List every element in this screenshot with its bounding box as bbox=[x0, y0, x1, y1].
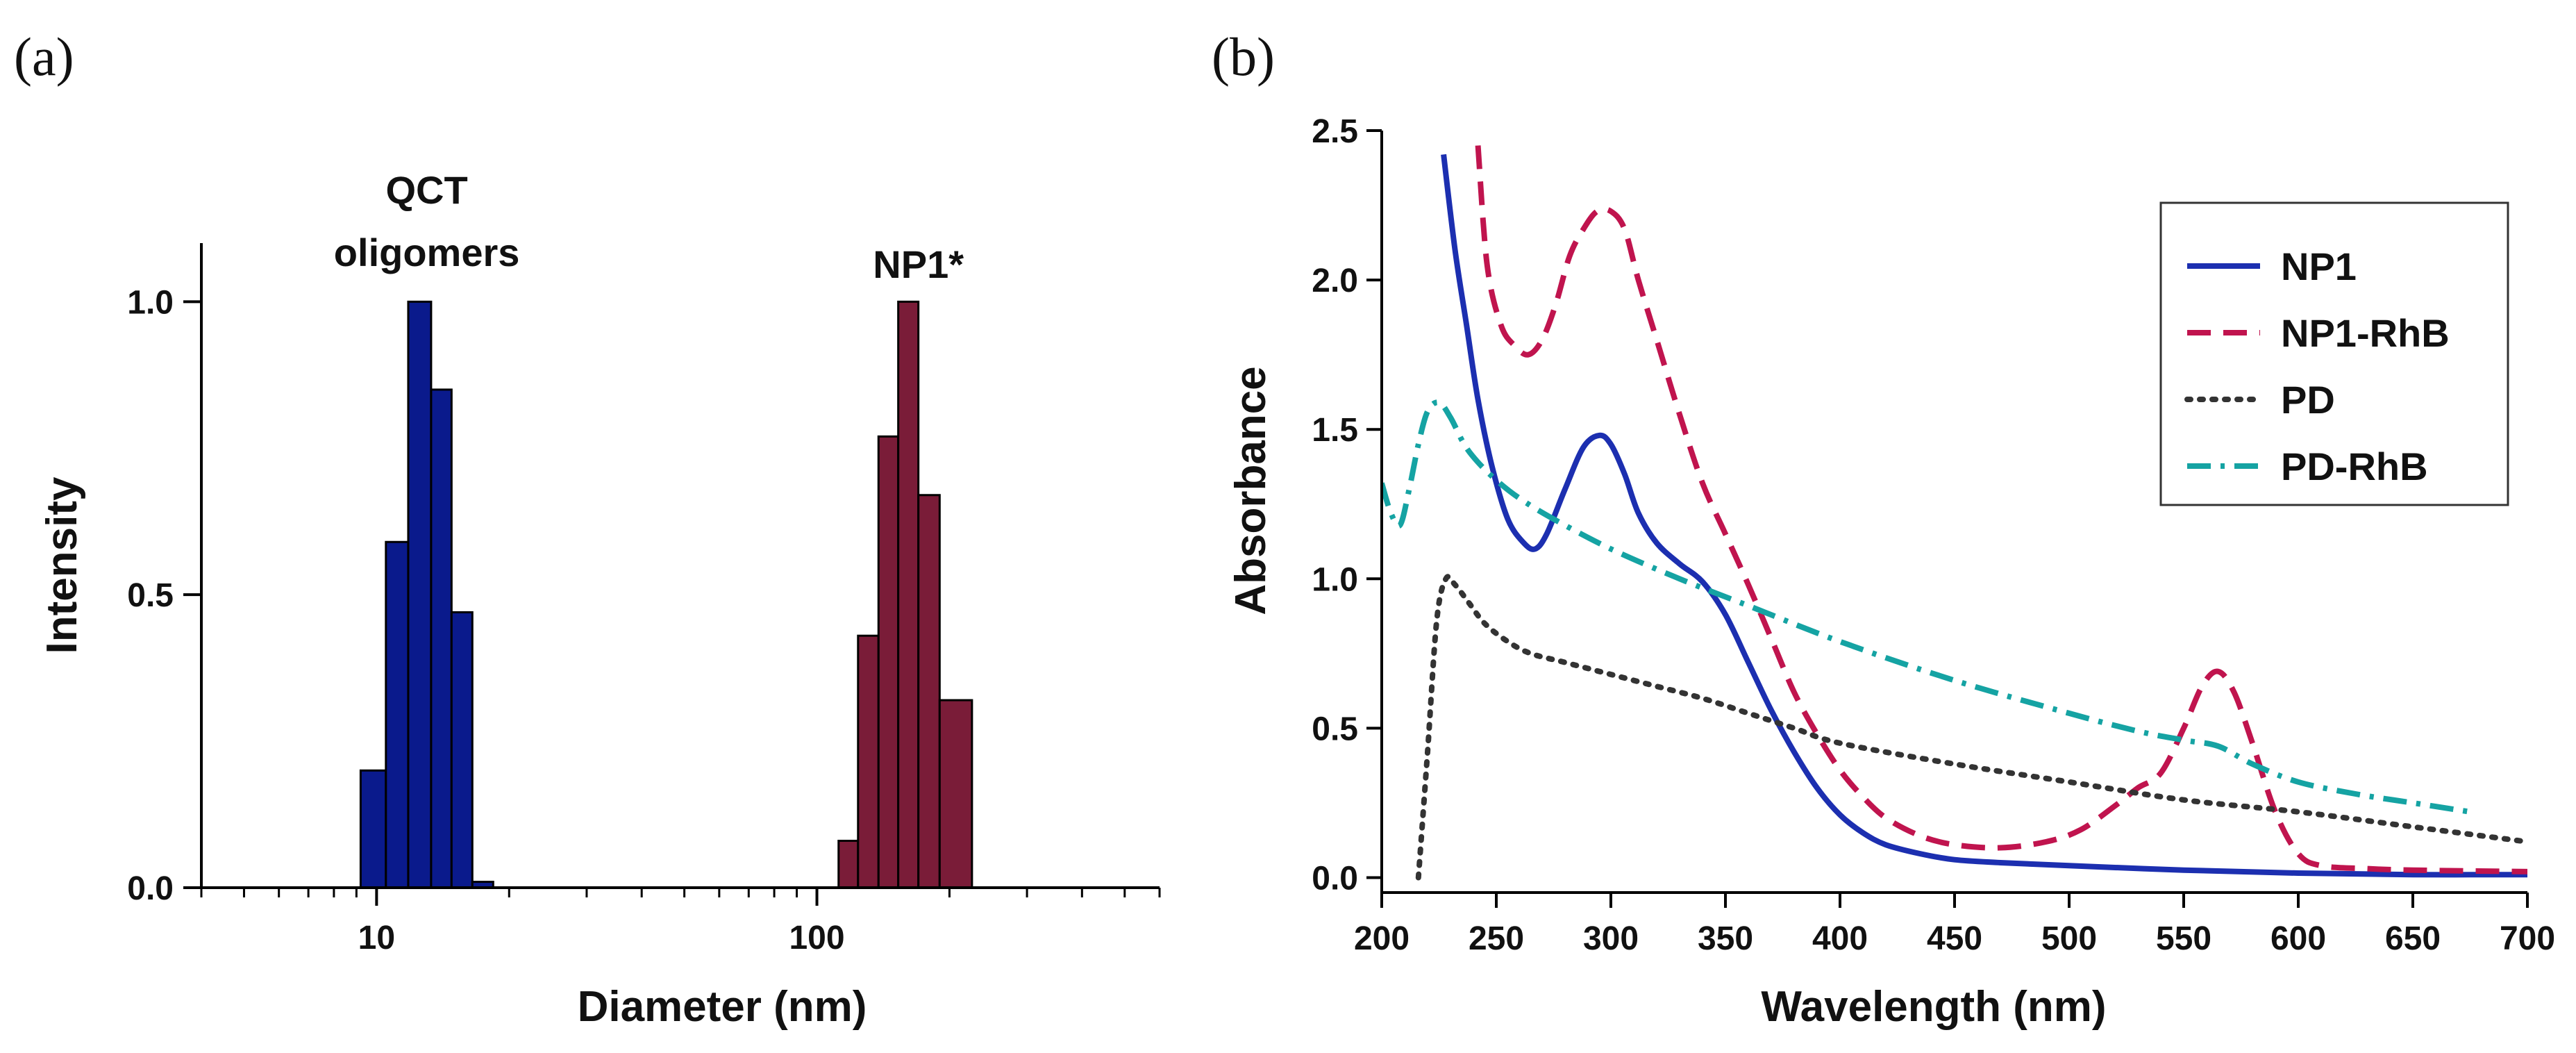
annotation-oligomers: oligomers bbox=[334, 231, 520, 274]
panel-a-label: (a) bbox=[14, 26, 74, 87]
chart-a-size-distribution: 10 100 0.0 0.5 1.0 Diameter (nm) Intensity QCT o… bbox=[38, 168, 1161, 1031]
legend-box bbox=[2159, 201, 2509, 506]
bar-np1-3 bbox=[897, 300, 920, 889]
x-tick-label-600: 600 bbox=[2270, 920, 2326, 957]
series-line-pd-rhb bbox=[1382, 399, 2471, 815]
x-tick-label-350: 350 bbox=[1698, 920, 1753, 957]
x-axis-title: Diameter (nm) bbox=[578, 983, 867, 1031]
bar-qct-oligomers-1 bbox=[385, 540, 410, 889]
y-tick-label-0.5: 0.5 bbox=[127, 577, 174, 614]
bar-qct-oligomers-2 bbox=[407, 300, 433, 889]
bar-np1-4 bbox=[917, 494, 941, 889]
y-tick-label-0.0: 0.0 bbox=[127, 870, 174, 907]
x-tick-label-500: 500 bbox=[2041, 920, 2097, 957]
x-tick-label-400: 400 bbox=[1812, 920, 1868, 957]
legend-label-pd-rhb: PD-RhB bbox=[2281, 445, 2428, 488]
y-tick-label-0.0: 0.0 bbox=[1312, 860, 1358, 897]
x-tick-label-550: 550 bbox=[2156, 920, 2211, 957]
x-tick-label-10: 10 bbox=[358, 920, 395, 956]
bar-np1-2 bbox=[877, 435, 900, 889]
bar-np1-0 bbox=[837, 840, 860, 889]
annotation-qct: QCT bbox=[386, 168, 468, 212]
bar-np1-5 bbox=[938, 699, 973, 889]
y-axis-title: Absorbance bbox=[1227, 366, 1275, 615]
x-axis-title: Wavelength (nm) bbox=[1761, 983, 2106, 1031]
x-tick-label-650: 650 bbox=[2385, 920, 2441, 957]
y-tick-label-2.5: 2.5 bbox=[1312, 113, 1358, 150]
x-tick-label-300: 300 bbox=[1583, 920, 1639, 957]
legend-label-pd: PD bbox=[2281, 378, 2335, 422]
x-tick-label-700: 700 bbox=[2500, 920, 2555, 957]
annotation-np1: NP1* bbox=[873, 242, 964, 286]
legend: NP1 NP1-RhB PD PD-RhB bbox=[2159, 201, 2509, 506]
y-axis-title: Intensity bbox=[38, 476, 86, 654]
series-line-np1-rhb bbox=[1475, 145, 2527, 874]
legend-label-np1-rhb: NP1-RhB bbox=[2281, 311, 2450, 355]
series-line-np1 bbox=[1441, 154, 2527, 878]
bar-qct-oligomers-4 bbox=[450, 611, 474, 889]
y-tick-label-1.5: 1.5 bbox=[1312, 412, 1358, 449]
bar-np1-1 bbox=[857, 634, 880, 889]
chart-b-absorbance-spectra: 200 250 300 350 400 450 500 550 600 650 700 0.0 0.5 1… bbox=[1227, 113, 2555, 1031]
y-tick-label-1.0: 1.0 bbox=[127, 284, 174, 321]
series-line-pd bbox=[1415, 574, 2527, 881]
bar-qct-oligomers-0 bbox=[359, 769, 387, 889]
y-tick-label-0.5: 0.5 bbox=[1312, 711, 1358, 747]
x-tick-label-100: 100 bbox=[789, 920, 844, 956]
y-tick-label-1.0: 1.0 bbox=[1312, 561, 1358, 598]
x-tick-label-250: 250 bbox=[1469, 920, 1524, 957]
y-tick-label-2.0: 2.0 bbox=[1312, 263, 1358, 299]
legend-label-np1: NP1 bbox=[2281, 244, 2357, 288]
bar-qct-oligomers-3 bbox=[430, 388, 453, 889]
panel-b-label: (b) bbox=[1212, 26, 1275, 87]
x-tick-label-450: 450 bbox=[1927, 920, 1982, 957]
x-tick-label-200: 200 bbox=[1354, 920, 1410, 957]
